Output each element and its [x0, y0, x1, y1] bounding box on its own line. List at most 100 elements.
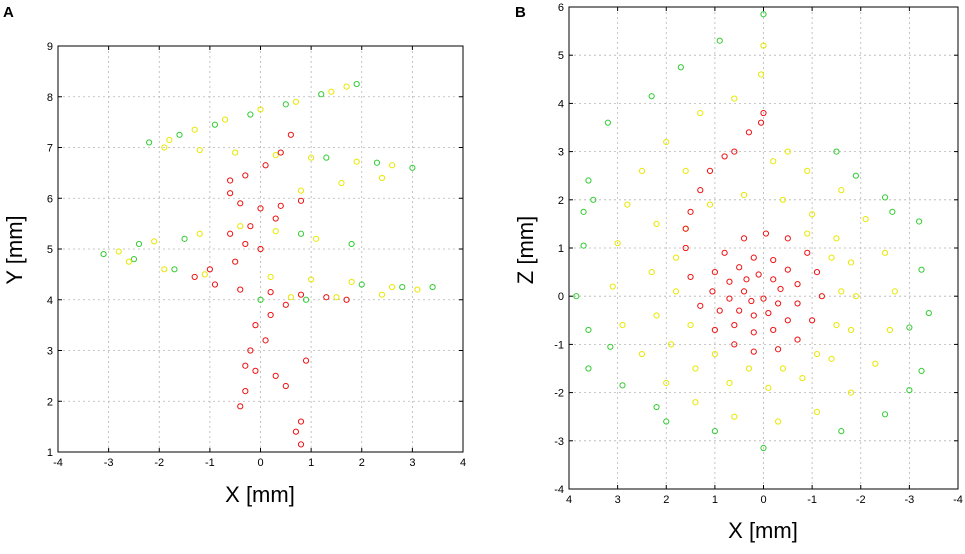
data-point-red	[745, 129, 753, 136]
data-point-red	[818, 293, 825, 300]
data-point-yellow	[638, 167, 646, 174]
data-point-yellow	[333, 294, 340, 301]
data-point-green	[146, 139, 153, 146]
data-point-red	[297, 291, 305, 298]
data-point-green	[373, 159, 381, 166]
data-point-yellow	[232, 149, 239, 156]
data-point-green	[247, 111, 254, 118]
data-point-red	[267, 289, 274, 296]
data-point-yellow	[672, 288, 680, 295]
y-tick-label: -2	[554, 388, 564, 400]
x-tick-label: -2	[154, 457, 164, 469]
data-point-red	[740, 235, 748, 242]
data-point-yellow	[682, 167, 689, 174]
data-point-green	[100, 250, 107, 258]
x-tick-label: 1	[308, 457, 314, 469]
data-point-green	[852, 172, 859, 179]
data-point-red	[237, 403, 244, 410]
data-point-yellow	[697, 109, 704, 117]
data-point-yellow	[692, 365, 699, 372]
data-point-green	[760, 444, 767, 452]
y-tick-label: 0	[558, 291, 564, 303]
data-point-green	[925, 309, 932, 317]
data-point-red	[252, 322, 259, 329]
y-tick-label: 1	[558, 243, 564, 255]
x-axis-title: X [mm]	[728, 518, 798, 543]
data-point-red	[736, 307, 743, 314]
data-point-yellow	[414, 286, 421, 293]
data-point-green	[585, 177, 592, 184]
data-point-red	[711, 326, 718, 334]
y-tick-label: -4	[554, 484, 564, 496]
data-point-red	[755, 271, 762, 278]
data-point-red	[731, 322, 738, 329]
data-point-yellow	[745, 365, 753, 372]
data-point-green	[760, 11, 767, 18]
data-point-yellow	[191, 126, 198, 133]
data-point-yellow	[774, 418, 782, 425]
data-point-yellow	[809, 211, 816, 218]
y-tick-label: 7	[47, 143, 53, 155]
data-point-yellow	[706, 201, 714, 208]
data-point-red	[227, 177, 234, 184]
y-axis-title: Z [mm]	[513, 216, 538, 284]
data-point-yellow	[862, 215, 869, 223]
panel-a-chart: A -4 -3 -2 -1 0 1 2 3 4 1 2 3 4 5 6 7 8 9 X [mm] Y [mm]	[2, 4, 466, 507]
data-point-red	[748, 297, 755, 305]
data-point-yellow	[784, 148, 791, 155]
data-point-green	[653, 403, 660, 411]
data-point-yellow	[779, 365, 787, 372]
data-point-yellow	[886, 326, 894, 334]
data-point-yellow	[348, 278, 355, 286]
data-point-yellow	[828, 355, 835, 362]
data-point-red	[242, 362, 249, 369]
data-point-yellow	[726, 379, 733, 387]
data-point-yellow	[872, 360, 879, 367]
data-point-yellow	[237, 223, 244, 230]
data-point-green	[135, 240, 143, 248]
y-tick-label: 5	[558, 50, 564, 62]
x-tick-label: 0	[257, 457, 263, 469]
data-point-red	[297, 197, 305, 204]
y-tick-label: 9	[47, 41, 53, 53]
data-point-green	[585, 365, 592, 372]
data-point-yellow	[672, 254, 680, 261]
data-point-yellow	[272, 152, 279, 159]
y-tick-label: 3	[47, 346, 53, 358]
data-point-green	[409, 164, 416, 171]
data-point-red	[697, 302, 704, 309]
data-point-green	[906, 324, 913, 331]
data-point-red	[726, 278, 733, 285]
y-tick-label: 5	[47, 244, 53, 256]
data-point-red	[760, 295, 767, 302]
data-point-green	[348, 240, 355, 248]
data-point-red	[813, 269, 821, 276]
data-point-yellow	[272, 228, 279, 235]
data-point-yellow	[389, 162, 396, 169]
x-tick-label: -3	[104, 457, 114, 469]
data-point-red	[277, 149, 284, 156]
x-tick-label: -2	[856, 494, 866, 506]
x-tick-label: 0	[760, 494, 766, 506]
data-point-green	[429, 283, 436, 291]
y-tick-label: -3	[554, 436, 564, 448]
data-point-yellow	[813, 408, 821, 415]
data-point-green	[171, 266, 178, 273]
data-point-red	[770, 276, 777, 283]
data-point-yellow	[804, 230, 811, 237]
data-point-green	[358, 281, 365, 288]
data-point-green	[282, 101, 289, 108]
data-point-red	[687, 208, 694, 215]
data-point-green	[318, 91, 325, 98]
data-point-green	[833, 148, 840, 155]
data-point-yellow	[653, 220, 660, 227]
y-tick-label: 2	[47, 396, 53, 408]
plot-area	[57, 45, 464, 453]
data-point-red	[794, 300, 801, 307]
y-tick-label: 6	[558, 2, 564, 14]
data-point-red	[784, 266, 791, 273]
data-point-red	[232, 258, 239, 265]
x-tick-label: -1	[807, 494, 817, 506]
data-point-green	[677, 64, 684, 71]
